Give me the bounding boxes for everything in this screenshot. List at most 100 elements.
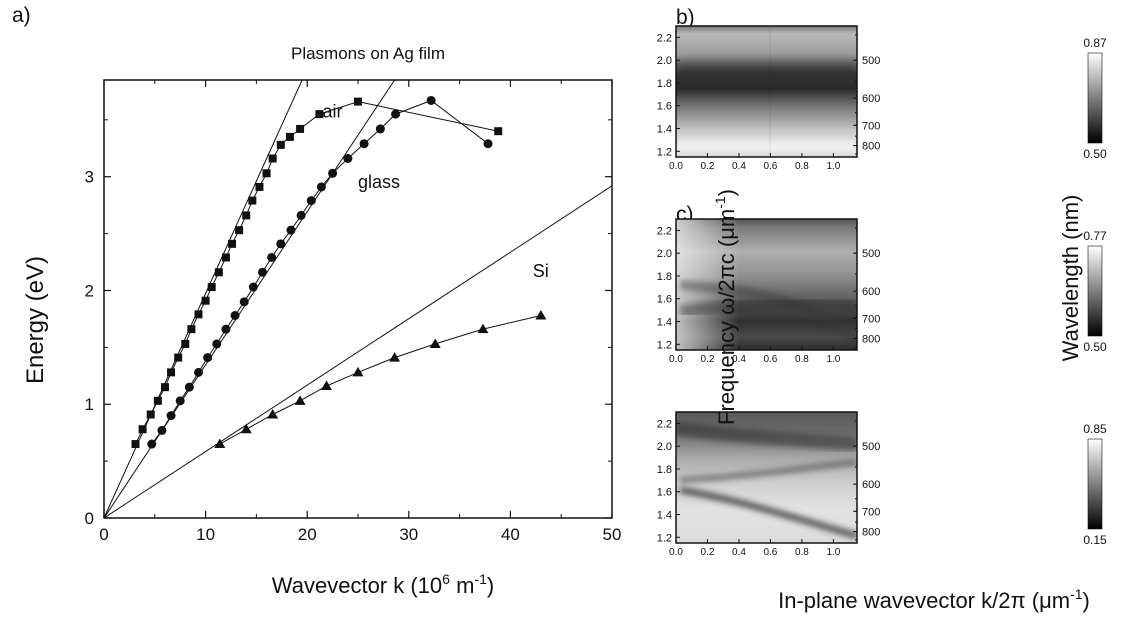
point-glass — [267, 252, 277, 262]
annotation-air: air — [322, 102, 342, 122]
colorbar-max: 0.85 — [1083, 422, 1107, 436]
x-tick-label: 0.0 — [669, 161, 683, 172]
point-glass — [248, 282, 258, 292]
y-tick-label: 1.2 — [657, 339, 672, 351]
point-Si — [214, 438, 226, 449]
x-tick-label: 20 — [298, 525, 317, 544]
panel-d: d) 0.00.20.40.60.81.01.21.41.61.82.02.25… — [657, 411, 1107, 558]
point-glass — [483, 139, 493, 149]
point-Si — [321, 380, 333, 391]
x-tick-label: 0.6 — [763, 354, 777, 365]
svg-text:Energy (eV): Energy (eV) — [22, 256, 49, 384]
point-glass — [426, 95, 436, 105]
point-glass — [193, 367, 203, 377]
panel-d-heatmap — [676, 412, 857, 543]
right-tick-label: 600 — [862, 286, 880, 298]
x-tick-label: 0 — [99, 525, 108, 544]
point-Si — [477, 323, 489, 334]
point-glass — [212, 339, 222, 349]
y-tick-label: 1.8 — [657, 464, 672, 476]
x-tick-label: 0.6 — [763, 161, 777, 172]
point-glass — [147, 439, 157, 449]
y-tick-label: 1.6 — [657, 101, 672, 113]
point-air — [255, 182, 264, 191]
x-tick-label: 0.8 — [795, 547, 809, 558]
y-tick-label: 1 — [85, 395, 94, 414]
y-tick-label: 2 — [85, 281, 94, 300]
point-air — [153, 396, 162, 405]
x-tick-label: 0.4 — [732, 547, 746, 558]
right-tick-label: 700 — [862, 506, 880, 518]
point-air — [242, 211, 251, 220]
y-tick-label: 1.4 — [657, 124, 672, 136]
point-air — [262, 169, 271, 178]
y-tick-label: 1.2 — [657, 146, 672, 158]
colorbar-max: 0.77 — [1083, 229, 1107, 243]
x-tick-label: 1.0 — [826, 547, 840, 558]
right-tick-label: 800 — [862, 527, 880, 539]
panel-b-label: b) — [676, 6, 695, 29]
point-air — [160, 383, 169, 392]
colorbar — [1087, 438, 1103, 530]
right-tick-label: 600 — [862, 479, 880, 491]
point-air — [131, 440, 140, 449]
panel-a-plot-area: 0 10 20 30 40 50 0 1 2 3 air glass Si — [85, 79, 621, 544]
point-air — [207, 283, 216, 292]
x-tick-label: 1.0 — [826, 354, 840, 365]
point-glass — [286, 225, 296, 235]
right-tick-label: 800 — [862, 141, 880, 153]
panel-a: a) Plasmons on Ag film Energy (eV) Wavev… — [12, 4, 621, 598]
x-tick-label: 10 — [196, 525, 215, 544]
point-glass — [230, 310, 240, 320]
point-glass — [257, 267, 267, 277]
point-air — [268, 154, 277, 163]
point-air — [181, 339, 190, 348]
colorbar-min: 0.50 — [1083, 340, 1107, 354]
y-tick-label: 2.0 — [657, 441, 672, 453]
right-tick-label: 700 — [862, 313, 880, 325]
x-tick-label: 0.8 — [795, 161, 809, 172]
point-glass — [328, 168, 338, 178]
colorbar-max: 0.87 — [1083, 36, 1107, 50]
x-tick-label: 0.6 — [763, 547, 777, 558]
point-air — [354, 97, 362, 106]
annotation-Si: Si — [533, 261, 549, 281]
colorbar-min: 0.15 — [1083, 533, 1107, 547]
point-air — [296, 124, 305, 133]
frequency-axis-label: Frequency ω/2πc (μm-1) — [712, 189, 739, 425]
light-line-Si — [104, 185, 612, 518]
plot-frame — [103, 79, 613, 519]
y-tick-label: 0 — [85, 509, 94, 528]
point-air — [174, 353, 183, 362]
panel-b: b) 0.0 0.2 0.4 0.6 0.8 1.0 1.2 1.4 1.6 1.8 2.0 2.2 5… — [657, 6, 1107, 172]
colorbar-min: 0.50 — [1083, 147, 1107, 161]
plot-content — [104, 80, 612, 518]
light-line-glass — [104, 80, 395, 518]
x-axis-label: Wavevector k (106 m-1) — [272, 571, 494, 598]
point-Si — [389, 352, 401, 362]
point-air — [187, 325, 196, 334]
point-glass — [203, 353, 213, 363]
point-Si — [535, 309, 547, 320]
right-tick-label: 700 — [862, 120, 880, 132]
point-glass — [276, 239, 286, 249]
x-tick-label: 40 — [501, 525, 520, 544]
right-tick-label: 500 — [862, 248, 880, 260]
point-glass — [175, 396, 185, 406]
point-glass — [316, 182, 326, 192]
point-glass — [184, 382, 194, 392]
y-tick-label: 1.6 — [657, 294, 672, 306]
annotation-glass: glass — [358, 172, 400, 192]
y-tick-label: 1.4 — [657, 317, 672, 329]
point-air — [276, 140, 285, 149]
point-air — [315, 110, 324, 119]
point-glass — [375, 124, 385, 134]
point-air — [214, 268, 223, 277]
colorbar — [1087, 245, 1103, 337]
colorbar — [1087, 52, 1103, 144]
point-air — [138, 425, 147, 434]
right-tick-label: 500 — [862, 55, 880, 67]
x-tick-label: 0.0 — [669, 547, 683, 558]
point-air — [235, 226, 244, 235]
x-tick-label: 0.0 — [669, 354, 683, 365]
